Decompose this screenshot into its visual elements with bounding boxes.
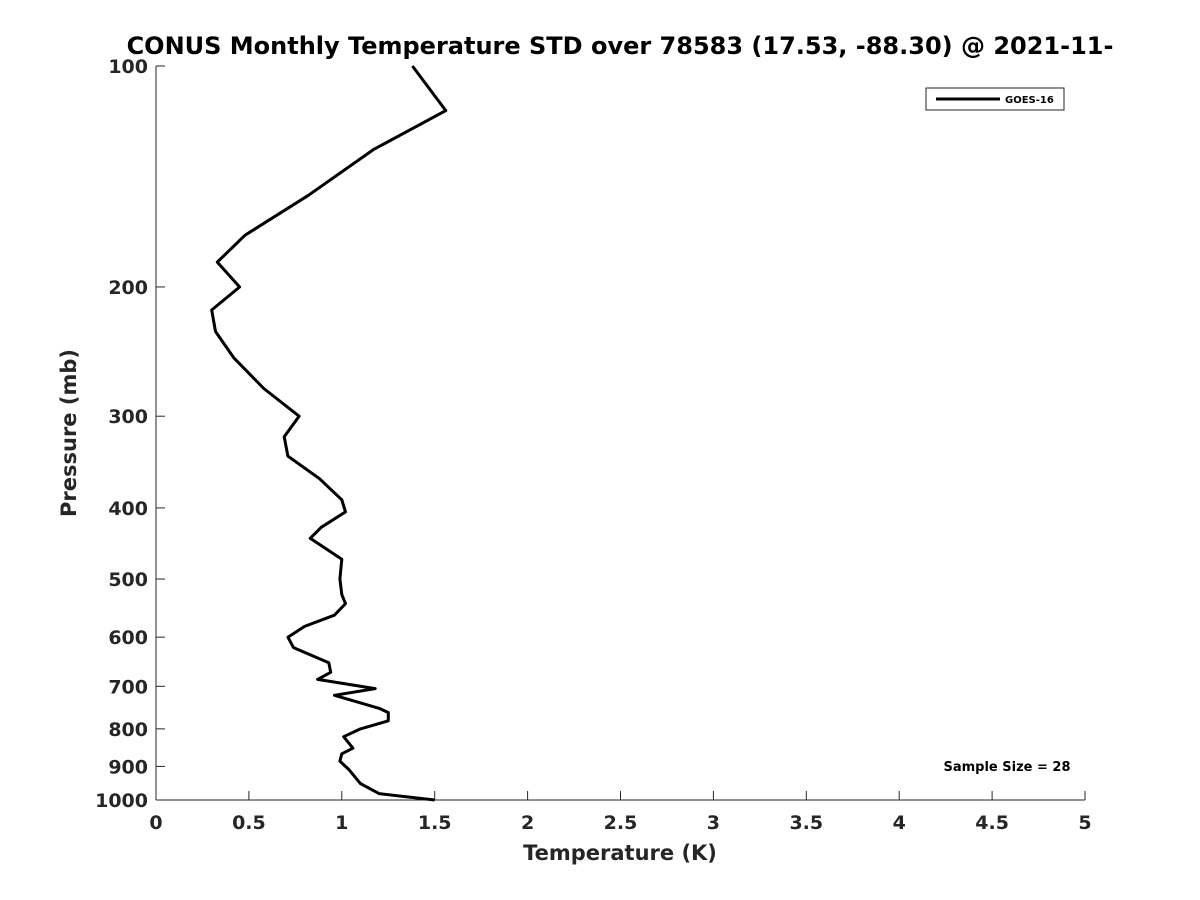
y-tick-label: 100: [108, 56, 148, 78]
series-layer: [210, 65, 448, 802]
x-tick-label: 4: [893, 812, 906, 834]
chart-title: CONUS Monthly Temperature STD over 78583…: [127, 32, 1114, 60]
y-ticks: 100 200 300 400 500 600 700 800 900 1000: [95, 56, 165, 812]
axes: [155, 66, 1085, 801]
series-line-goes-16: [210, 65, 448, 802]
legend: GOES-16: [925, 87, 1065, 111]
x-tick-label: 0.5: [232, 812, 266, 834]
y-tick-label: 1000: [95, 790, 148, 812]
x-tick-label: 2: [521, 812, 534, 834]
x-tick-label: 1.5: [418, 812, 452, 834]
x-axis-label: Temperature (K): [523, 841, 717, 865]
y-tick-label: 800: [108, 719, 148, 741]
x-tick-label: 5: [1078, 812, 1091, 834]
x-tick-label: 2.5: [604, 812, 638, 834]
x-tick-label: 4.5: [975, 812, 1009, 834]
y-tick-label: 200: [108, 277, 148, 299]
x-ticks: 0 0.5 1 1.5 2 2.5 3 3.5 4 4.5 5: [149, 791, 1092, 834]
sample-size-annotation: Sample Size = 28: [943, 760, 1070, 775]
x-tick-label: 1: [335, 812, 348, 834]
y-tick-label: 600: [108, 627, 148, 649]
x-tick-label: 0: [149, 812, 162, 834]
y-tick-label: 700: [108, 676, 148, 698]
y-tick-label: 400: [108, 498, 148, 520]
x-tick-label: 3: [707, 812, 720, 834]
y-tick-label: 900: [108, 756, 148, 778]
x-tick-label: 3.5: [789, 812, 823, 834]
y-tick-label: 500: [108, 569, 148, 591]
y-tick-label: 300: [108, 406, 148, 428]
y-axis-label: Pressure (mb): [57, 349, 81, 517]
legend-label-goes-16: GOES-16: [1005, 95, 1054, 106]
